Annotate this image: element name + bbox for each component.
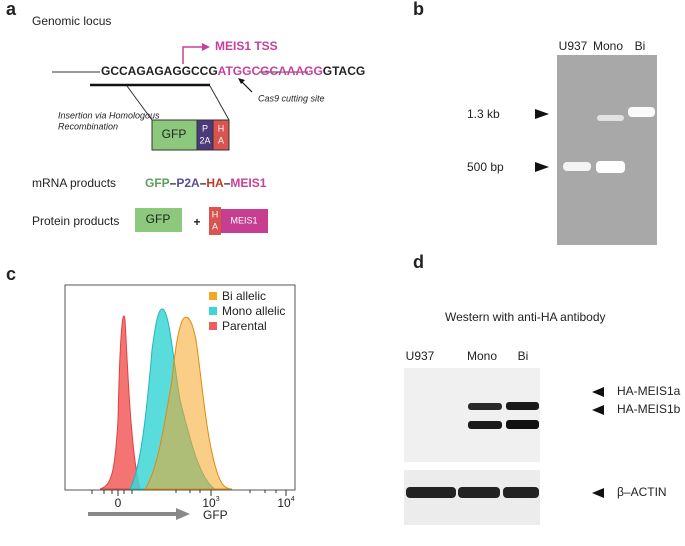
plus: +	[193, 215, 200, 229]
protein-title: Protein products	[32, 214, 119, 228]
mrna-title: mRNA products	[32, 176, 116, 190]
gfp-protein	[135, 208, 182, 232]
mrna: GFP–P2A–HA–MEIS1	[145, 176, 267, 190]
gfp-arrowhead	[176, 508, 190, 520]
x-axis-label: GFP	[203, 508, 228, 522]
marker-label: 1.3 kb	[467, 107, 500, 121]
lane-label: Mono	[467, 349, 497, 363]
band-arrow	[592, 387, 604, 397]
x-ticks	[91, 490, 287, 496]
sequence: GCCAGAGAGGCCGATGGCGCAAAGGGTACG	[101, 64, 365, 78]
bi-histogram	[144, 316, 233, 490]
gfp-box	[151, 119, 198, 151]
blot-band	[458, 487, 500, 498]
legend-label: Bi allelic	[222, 289, 266, 303]
gfp-text: GFP	[162, 127, 187, 141]
legend-label: Parental	[222, 319, 267, 333]
band-label: HA-MEIS1a	[617, 384, 681, 398]
gel-band	[597, 115, 624, 121]
insert-line	[209, 85, 230, 121]
legend-swatch	[209, 322, 217, 330]
meis1-text: MEIS1	[230, 215, 257, 225]
blot	[404, 368, 540, 462]
gel-band	[628, 107, 655, 117]
band-label: β–ACTIN	[617, 485, 667, 499]
gel-band	[596, 161, 625, 173]
band-label: HA-MEIS1b	[617, 402, 681, 416]
meis1-protein	[221, 209, 268, 233]
lane-label: U937	[559, 39, 588, 53]
blot-band	[506, 420, 539, 429]
blot-band	[406, 487, 456, 498]
panel-label: b	[413, 0, 424, 19]
panel-label: d	[413, 252, 424, 272]
parental-histogram	[99, 315, 141, 490]
plot-frame	[64, 284, 296, 491]
panel-label: c	[6, 264, 16, 284]
p2a-text: 2A	[199, 135, 210, 145]
blot-band	[503, 487, 539, 498]
ha-protein	[209, 207, 221, 235]
lane-label: U937	[406, 349, 435, 363]
x-tick-label: 0	[115, 496, 122, 510]
legend-label: Mono allelic	[222, 304, 285, 318]
gel-band	[563, 162, 591, 171]
band-arrow	[592, 488, 604, 498]
p2a-text: P	[202, 123, 208, 133]
marker-arrow	[535, 162, 549, 172]
x-tick-label: 103	[202, 496, 219, 510]
insertion-label: Recombination	[58, 121, 118, 131]
gel	[557, 55, 657, 245]
insert-line	[126, 85, 153, 121]
cut-arrowhead	[238, 78, 245, 84]
blot-title: Western with anti-HA antibody	[445, 310, 606, 324]
panel-label: a	[6, 0, 17, 19]
lane-label: Mono	[593, 39, 623, 53]
ha-text: A	[212, 221, 218, 231]
x-tick-label: 104	[277, 496, 294, 510]
tss-arrowhead	[202, 43, 210, 51]
marker-arrow	[535, 109, 549, 119]
ha-box	[212, 119, 230, 151]
insertion-label: Insertion via Homologous	[58, 110, 160, 120]
legend-swatch	[209, 292, 217, 300]
tss-arrow	[182, 46, 204, 64]
lane-label: Bi	[518, 349, 529, 363]
lane-label: Bi	[635, 39, 646, 53]
legend-swatch	[209, 307, 217, 315]
tss-label: MEIS1 TSS	[215, 39, 278, 53]
ha-text: H	[218, 123, 225, 133]
marker-label: 500 bp	[467, 160, 504, 174]
ha-text: A	[218, 135, 224, 145]
ha-text: H	[212, 209, 219, 219]
blot-band	[468, 403, 502, 410]
band-arrow	[592, 405, 604, 415]
gfp-text: GFP	[146, 212, 171, 226]
cut-label: Cas9 cutting site	[258, 93, 325, 103]
blot-band	[468, 421, 502, 429]
locus-title: Genomic locus	[32, 14, 111, 28]
blot-band	[506, 402, 539, 410]
